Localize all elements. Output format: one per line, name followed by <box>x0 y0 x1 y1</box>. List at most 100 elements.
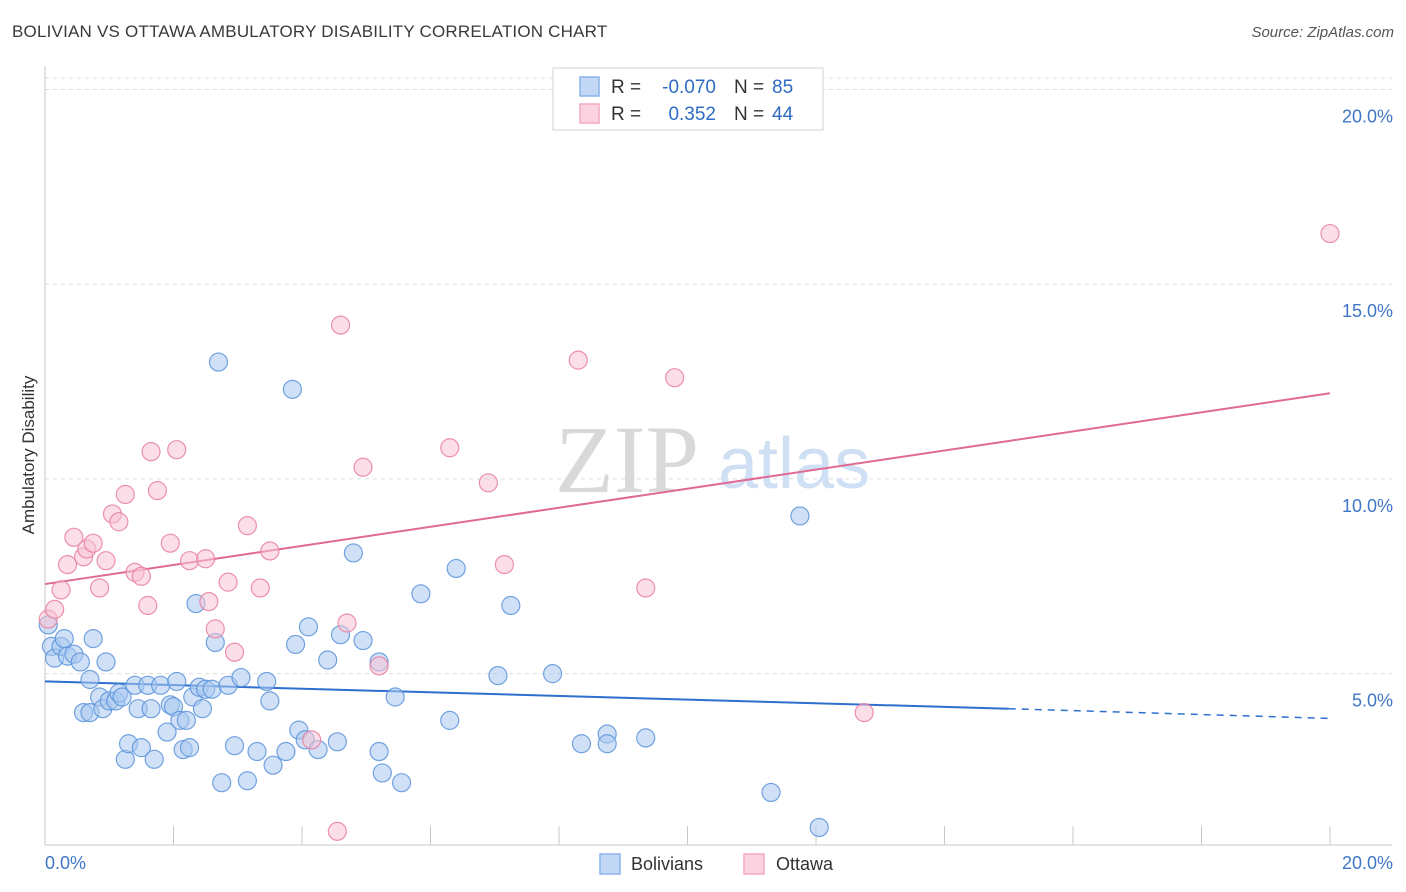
point-ottawa <box>237 516 257 536</box>
point-ottawa <box>369 656 389 676</box>
stats-n-value-ottawa: 44 <box>772 104 794 125</box>
point-ottawa <box>494 554 514 575</box>
point-ottawa <box>218 572 238 592</box>
point-ottawa <box>83 533 103 553</box>
chart-title: BOLIVIAN VS OTTAWA AMBULATORY DISABILITY… <box>12 22 608 41</box>
point-ottawa <box>138 595 158 616</box>
point-bolivians <box>247 741 267 762</box>
data-points <box>38 223 1340 841</box>
point-bolivians <box>208 352 229 372</box>
point-bolivians <box>141 699 161 719</box>
point-ottawa <box>147 481 168 501</box>
watermark-atlas: atlas <box>718 424 870 504</box>
source-note: Source: ZipAtlas.com <box>1251 24 1394 41</box>
point-bolivians <box>237 771 257 791</box>
point-bolivians <box>224 736 245 756</box>
point-bolivians <box>276 741 296 762</box>
y-axis-label: Ambulatory Disability <box>19 375 38 534</box>
point-ottawa <box>478 473 498 493</box>
point-ottawa <box>115 484 135 505</box>
point-bolivians <box>446 558 466 579</box>
point-ottawa <box>96 551 116 571</box>
point-bolivians <box>790 506 810 526</box>
point-bolivians <box>571 734 592 754</box>
y-tick-label: 5.0% <box>1352 691 1393 711</box>
legend-swatch-bolivians <box>599 853 621 875</box>
point-bolivians <box>176 710 196 730</box>
legend-swatch-ottawa <box>743 853 765 875</box>
point-ottawa <box>64 527 84 547</box>
point-ottawa <box>330 315 351 335</box>
point-bolivians <box>112 687 132 707</box>
point-bolivians <box>761 782 781 803</box>
trend-line-ottawa <box>44 392 1331 586</box>
point-bolivians <box>327 732 347 752</box>
point-bolivians <box>70 652 90 672</box>
point-bolivians <box>318 650 338 670</box>
tick-labels: 5.0% 10.0% 15.0% 20.0% 0.0% 20.0% <box>45 106 1393 873</box>
point-bolivians <box>809 817 829 838</box>
point-ottawa <box>167 440 187 460</box>
point-bolivians <box>391 773 412 793</box>
point-ottawa <box>199 591 219 612</box>
point-ottawa <box>327 821 347 841</box>
trend-line-extension <box>1008 707 1331 720</box>
point-bolivians <box>636 728 656 748</box>
point-bolivians <box>369 741 389 762</box>
point-ottawa <box>45 599 65 619</box>
point-bolivians <box>343 543 363 563</box>
grid-lines <box>45 77 1392 675</box>
point-ottawa <box>109 512 129 532</box>
point-bolivians <box>192 699 213 719</box>
point-ottawa <box>196 549 216 569</box>
stats-r-value-bolivians: -0.070 <box>662 77 716 98</box>
point-ottawa <box>337 613 357 633</box>
point-ottawa <box>131 566 151 586</box>
point-ottawa <box>353 457 373 477</box>
point-bolivians <box>411 584 431 604</box>
point-bolivians <box>285 634 306 655</box>
point-bolivians <box>167 671 187 692</box>
point-ottawa <box>160 533 180 553</box>
stats-r-label-bolivians: R = <box>611 77 641 98</box>
point-ottawa <box>260 541 280 561</box>
point-ottawa <box>205 619 225 639</box>
point-bolivians <box>597 734 617 754</box>
y-tick-label: 20.0% <box>1342 106 1393 126</box>
watermark-zip: ZIP <box>555 406 699 513</box>
point-ottawa <box>1320 223 1340 244</box>
point-bolivians <box>83 628 103 649</box>
point-bolivians <box>131 738 151 758</box>
point-ottawa <box>665 368 685 388</box>
point-bolivians <box>157 722 177 742</box>
axes <box>44 66 1392 846</box>
stats-r-value-ottawa: 0.352 <box>668 104 716 125</box>
stats-n-label-ottawa: N = <box>734 104 764 125</box>
point-bolivians <box>231 667 251 688</box>
point-ottawa <box>854 702 874 723</box>
point-bolivians <box>263 755 283 775</box>
point-bolivians <box>96 652 116 672</box>
point-bolivians <box>179 738 200 758</box>
x-tick-label: 0.0% <box>45 853 86 873</box>
point-bolivians <box>80 669 100 690</box>
y-tick-label: 10.0% <box>1342 496 1393 516</box>
legend-label-bolivians: Bolivians <box>631 854 703 874</box>
legend-label-ottawa: Ottawa <box>776 854 834 874</box>
point-bolivians <box>115 749 135 769</box>
point-bolivians <box>501 595 521 616</box>
point-bolivians <box>282 379 302 399</box>
point-bolivians <box>260 691 280 711</box>
stats-n-value-bolivians: 85 <box>772 77 793 98</box>
point-bolivians <box>440 710 460 730</box>
point-ottawa <box>141 442 161 462</box>
point-bolivians <box>298 617 319 637</box>
point-ottawa <box>636 578 656 598</box>
point-bolivians <box>372 763 392 783</box>
point-ottawa <box>302 730 322 750</box>
point-ottawa <box>568 350 588 370</box>
stats-swatch-ottawa <box>579 103 600 124</box>
point-ottawa <box>51 580 71 600</box>
stats-box: R = -0.070 N = 85 R = 0.352 N = 44 <box>552 67 824 131</box>
